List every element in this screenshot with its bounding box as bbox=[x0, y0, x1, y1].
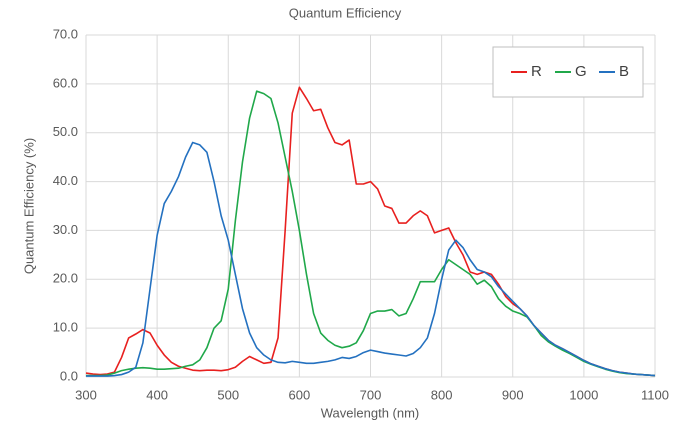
y-tick-label: 30.0 bbox=[53, 222, 78, 237]
y-axis-label: Quantum Efficiency (%) bbox=[21, 138, 36, 274]
chart-title: Quantum Efficiency bbox=[289, 5, 402, 20]
x-tick-label: 600 bbox=[289, 387, 311, 402]
x-tick-label: 800 bbox=[431, 387, 453, 402]
x-tick-label: 1100 bbox=[641, 387, 669, 402]
x-axis-label: Wavelength (nm) bbox=[321, 405, 420, 420]
y-tick-label: 40.0 bbox=[53, 173, 78, 188]
legend-label: G bbox=[575, 63, 587, 80]
x-tick-label: 500 bbox=[217, 387, 239, 402]
x-tick-label: 400 bbox=[146, 387, 168, 402]
y-tick-label: 60.0 bbox=[53, 75, 78, 90]
x-tick-label: 700 bbox=[360, 387, 382, 402]
y-tick-label: 20.0 bbox=[53, 271, 78, 286]
x-tick-label: 1000 bbox=[569, 387, 598, 402]
y-tick-label: 70.0 bbox=[53, 26, 78, 41]
y-tick-label: 0.0 bbox=[60, 368, 78, 383]
x-tick-label: 300 bbox=[75, 387, 97, 402]
y-tick-label: 50.0 bbox=[53, 124, 78, 139]
legend-label: R bbox=[531, 63, 542, 80]
series-line bbox=[86, 90, 656, 377]
y-tick-label: 10.0 bbox=[53, 320, 78, 335]
series-line bbox=[86, 141, 656, 377]
legend-label: B bbox=[619, 63, 629, 80]
x-tick-label: 900 bbox=[502, 387, 524, 402]
